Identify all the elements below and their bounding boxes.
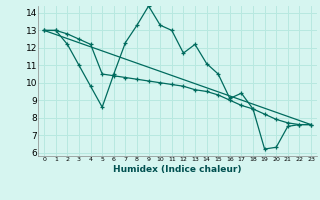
X-axis label: Humidex (Indice chaleur): Humidex (Indice chaleur) <box>113 165 242 174</box>
